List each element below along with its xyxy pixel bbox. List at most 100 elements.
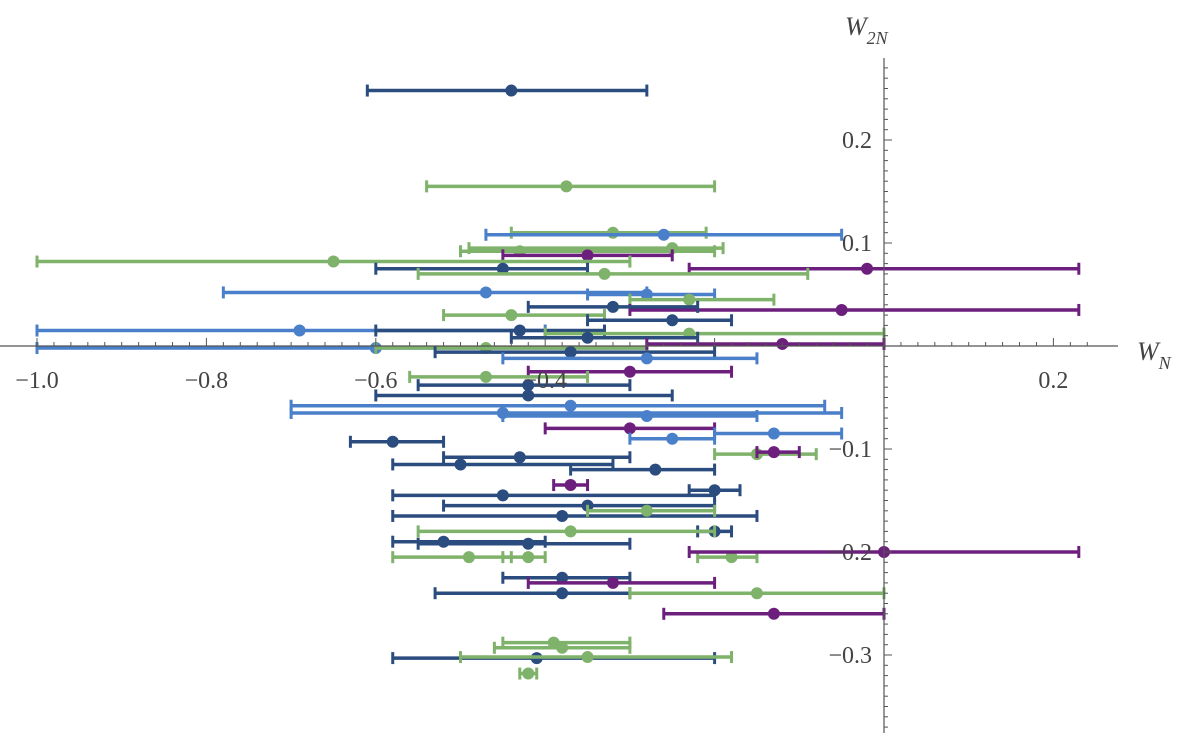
point-marker: [505, 309, 518, 322]
data-point-green: [492, 641, 632, 654]
point-marker: [522, 379, 535, 392]
data-point-blue: [289, 399, 827, 412]
point-marker: [522, 389, 535, 402]
point-marker: [564, 479, 577, 492]
data-point-blue: [628, 432, 717, 445]
point-marker: [560, 180, 573, 193]
x-ticks: −1.0 −0.8 −0.6 −0.4 0.2: [15, 338, 1088, 394]
x-tick-label: −1.0: [15, 368, 59, 394]
point-marker: [640, 288, 653, 301]
point-marker: [564, 525, 577, 538]
point-marker: [623, 422, 636, 435]
data-point-green: [391, 551, 513, 564]
point-marker: [861, 262, 874, 275]
data-point-green: [628, 587, 886, 600]
point-marker: [767, 427, 780, 440]
x-tick-label: 0.2: [1038, 368, 1068, 394]
y-axis-title-sub: 2N: [867, 28, 889, 48]
data-point-blue: [221, 286, 649, 299]
data-point-green: [459, 651, 734, 664]
point-marker: [683, 293, 696, 306]
y-tick-label: −0.1: [828, 437, 872, 463]
data-point-navy: [374, 389, 674, 402]
point-marker: [556, 509, 569, 522]
data-point-green: [713, 448, 818, 461]
data-point-navy: [433, 587, 632, 600]
point-marker: [556, 641, 569, 654]
point-marker: [649, 463, 662, 476]
data-point-green: [509, 226, 708, 239]
data-point-blue: [713, 427, 844, 440]
y-axis-title: W2N: [845, 12, 889, 48]
point-marker: [581, 331, 594, 344]
data-point-purple: [526, 576, 717, 589]
data-point-navy: [391, 489, 717, 502]
data-point-navy: [348, 435, 446, 448]
y-ticks: 0.2 0.1 −0.1 −0.2 −0.3: [828, 67, 892, 728]
point-marker: [505, 84, 518, 97]
data-point-navy: [365, 84, 649, 97]
data-point-green: [416, 267, 810, 280]
point-marker: [666, 432, 679, 445]
data-point-navy: [586, 314, 734, 327]
point-marker: [564, 399, 577, 412]
data-point-navy: [509, 331, 700, 344]
data-point-navy: [442, 451, 632, 464]
x-tick-label: −0.8: [185, 368, 229, 394]
data-point-navy: [374, 324, 606, 337]
data-point-purple: [628, 303, 1081, 316]
point-marker: [598, 267, 611, 280]
point-marker: [657, 228, 670, 241]
point-marker: [640, 410, 653, 423]
point-marker: [522, 551, 535, 564]
point-marker: [522, 537, 535, 550]
data-point-green: [628, 293, 776, 306]
data-point-green: [442, 309, 606, 322]
data-point-blue: [586, 288, 717, 301]
point-marker: [327, 255, 340, 268]
y-tick-label: 0.2: [842, 128, 872, 154]
point-marker: [513, 451, 526, 464]
point-marker: [767, 607, 780, 620]
x-axis-title-main: W: [1137, 337, 1161, 366]
x-axis-title: WN: [1137, 337, 1172, 373]
data-point-purple: [755, 446, 801, 459]
y-tick-label: 0.1: [842, 231, 872, 257]
point-marker: [606, 300, 619, 313]
point-marker: [513, 324, 526, 337]
point-marker: [750, 587, 763, 600]
data-point-green: [425, 180, 717, 193]
point-marker: [666, 314, 679, 327]
point-marker: [479, 286, 492, 299]
point-marker: [581, 249, 594, 262]
data-point-green: [35, 255, 632, 268]
data-point-navy: [433, 346, 717, 359]
data-point-navy: [569, 463, 717, 476]
data-point-blue: [501, 410, 759, 423]
data-point-green: [586, 504, 717, 517]
data-point-purple: [552, 479, 590, 492]
point-marker: [454, 458, 467, 471]
data-point-purple: [662, 607, 886, 620]
point-marker: [606, 576, 619, 589]
data-point-navy: [501, 571, 632, 584]
data-point-purple: [543, 422, 717, 435]
data-point-purple: [526, 365, 734, 378]
point-marker: [462, 551, 475, 564]
data-point-navy: [391, 535, 547, 548]
data-point-blue: [484, 228, 844, 241]
point-marker: [522, 667, 535, 680]
data-point-green: [518, 667, 539, 680]
data-point-blue: [501, 352, 759, 365]
x-axis-title-sub: N: [1158, 353, 1172, 373]
y-tick-label: −0.2: [828, 540, 872, 566]
point-marker: [640, 504, 653, 517]
point-marker: [767, 446, 780, 459]
point-marker: [437, 535, 450, 548]
axes-layer: −1.0 −0.8 −0.6 −0.4 0.2 0.2 0.1 −0.1 −0.2 −0.3: [0, 58, 1118, 733]
x-tick-label: −0.4: [523, 368, 567, 394]
point-marker: [479, 370, 492, 383]
data-point-navy: [526, 300, 700, 313]
data-point-navy: [416, 537, 632, 550]
point-marker: [386, 435, 399, 448]
